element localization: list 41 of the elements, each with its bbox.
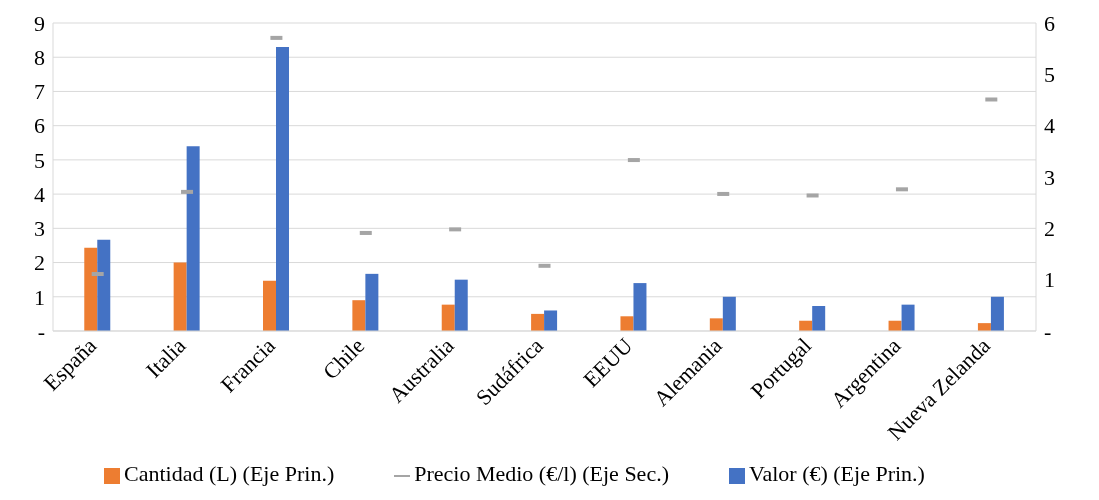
y-tick-label: 6 <box>34 113 45 139</box>
bar <box>633 283 647 331</box>
bar <box>812 306 826 331</box>
bar <box>722 296 736 331</box>
bar <box>263 280 276 331</box>
y-tick-label: 1 <box>34 284 45 310</box>
x-tick-label: Chile <box>317 332 370 385</box>
y2-tick-label: 2 <box>1044 216 1055 242</box>
y-tick-label: 8 <box>34 45 45 71</box>
bar <box>620 316 634 331</box>
bar <box>276 46 289 331</box>
x-tick-label: Italia <box>140 332 191 383</box>
bar <box>990 296 1004 331</box>
y-tick-label: 5 <box>34 147 45 173</box>
y2-tick-label: 5 <box>1044 62 1055 88</box>
y-tick-label: 2 <box>34 250 45 276</box>
y-tick-label: 3 <box>34 216 45 242</box>
bar <box>186 146 200 331</box>
y2-tick-label: - <box>1044 318 1052 344</box>
legend-label: Precio Medio (€/l) (Eje Sec.) <box>414 461 669 486</box>
bar <box>709 318 723 331</box>
bar <box>441 304 455 331</box>
bar <box>365 273 379 331</box>
bar <box>901 304 915 331</box>
legend-label: Valor (€) (Eje Prin.) <box>748 461 925 486</box>
y-tick-label: 4 <box>34 181 45 207</box>
bar <box>454 279 468 331</box>
bar <box>173 262 187 331</box>
y2-tick-label: 3 <box>1044 164 1055 190</box>
bar <box>544 310 558 331</box>
legend-label: Cantidad (L) (Eje Prin.) <box>124 461 335 486</box>
y2-tick-label: 1 <box>1044 267 1055 293</box>
bar <box>97 239 111 331</box>
y-tick-label: 7 <box>34 79 45 105</box>
y2-tick-label: 6 <box>1044 10 1055 36</box>
y-tick-label: - <box>37 318 45 344</box>
bar <box>531 313 545 331</box>
bar <box>352 300 366 331</box>
bar <box>84 247 98 331</box>
y-tick-label: 9 <box>34 10 45 36</box>
y2-tick-label: 4 <box>1044 113 1055 139</box>
